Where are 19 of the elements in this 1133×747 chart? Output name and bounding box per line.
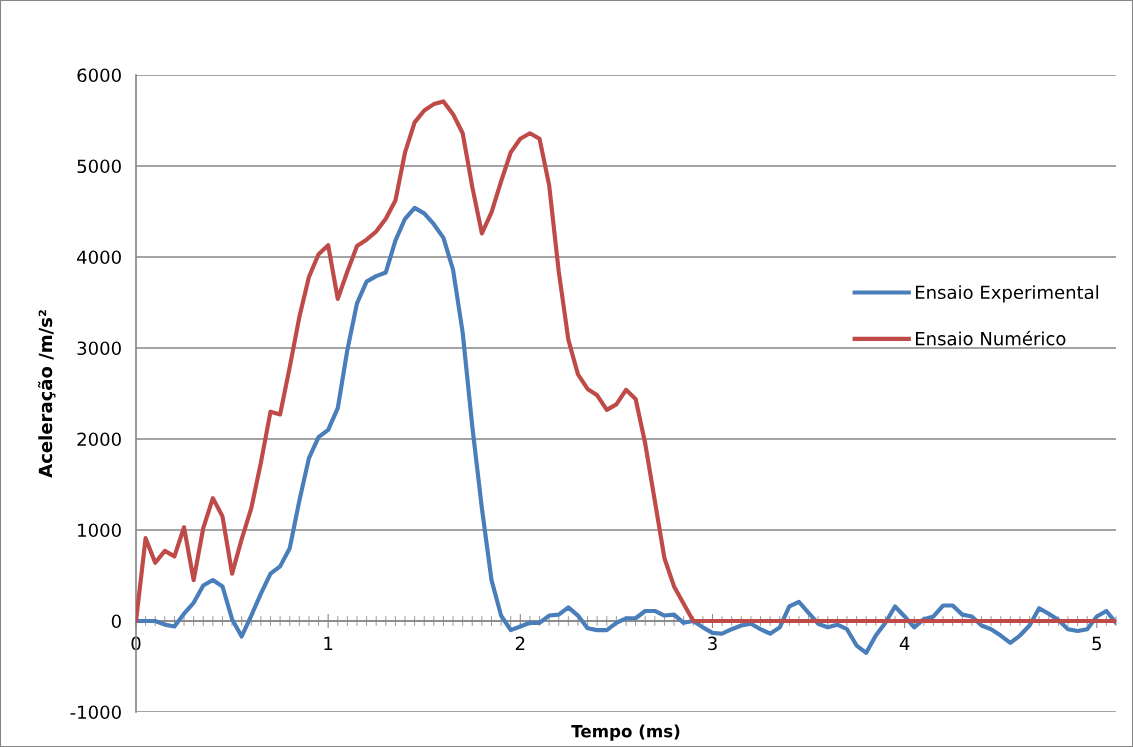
y-tick-label: 5000 bbox=[77, 159, 121, 174]
x-tick-label: 0 bbox=[131, 636, 141, 651]
line-series bbox=[136, 99, 1116, 624]
x-tick-label: 3 bbox=[708, 636, 717, 651]
x-tick-label: 5 bbox=[1092, 636, 1101, 651]
y-tick-label: 1000 bbox=[78, 523, 121, 538]
legend-label: Ensaio Experimental bbox=[915, 285, 1099, 303]
y-tick-label: 4000 bbox=[77, 250, 121, 265]
y-tick-label: 3000 bbox=[77, 341, 121, 356]
x-tick-label: 2 bbox=[515, 636, 525, 650]
x-axis-title: Tempo (ms) bbox=[571, 724, 680, 741]
y-tick-label: 2000 bbox=[77, 432, 121, 447]
y-tick-label: 0 bbox=[111, 614, 121, 629]
y-tick-label: -1000 bbox=[70, 705, 121, 720]
x-tick-label: 1 bbox=[324, 636, 333, 650]
legend-label: Ensaio Numérico bbox=[915, 330, 1066, 346]
x-tick-label: 4 bbox=[899, 636, 910, 650]
y-axis-title: Aceleração /m/s² bbox=[37, 310, 56, 478]
y-tick-label: 6000 bbox=[77, 68, 121, 83]
